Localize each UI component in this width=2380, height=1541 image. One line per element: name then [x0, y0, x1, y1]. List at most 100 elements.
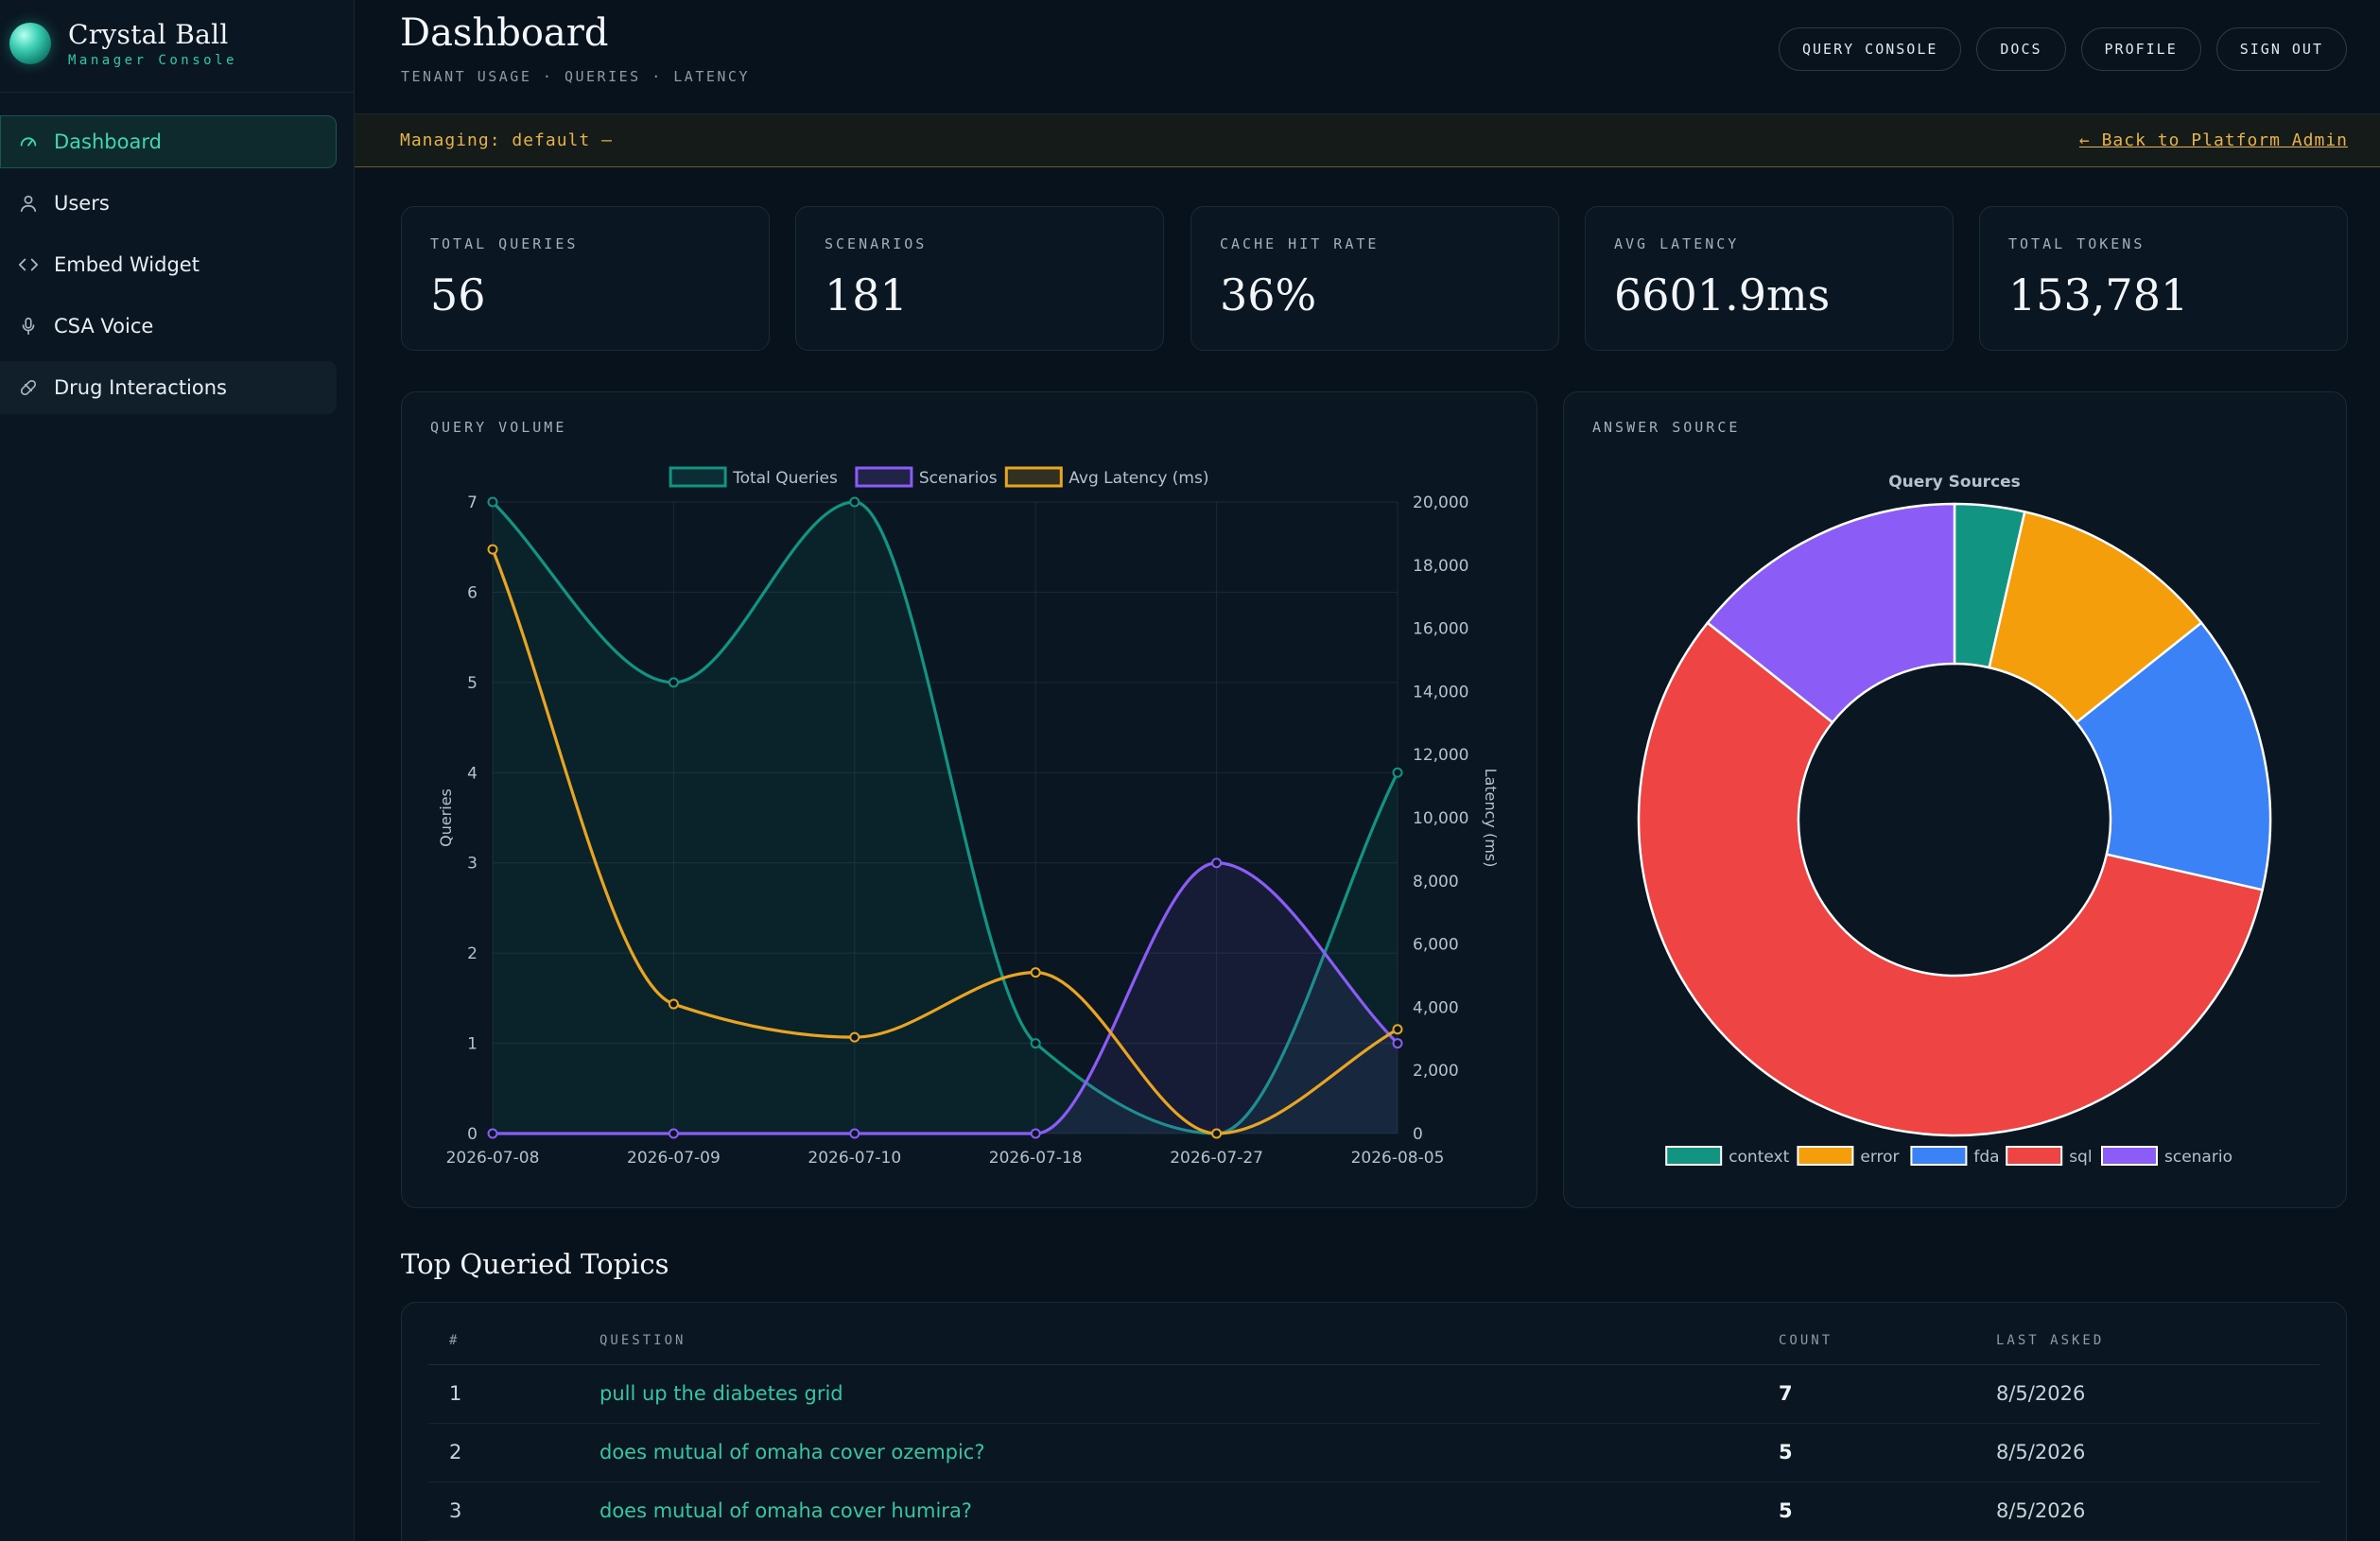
query-console-button[interactable]: QUERY CONSOLE — [1779, 27, 1962, 71]
legend-swatch — [1910, 1146, 1968, 1166]
brand[interactable]: Crystal Ball Manager Console — [9, 13, 237, 74]
y-tick-label: 1 — [467, 1035, 478, 1054]
brand-title: Crystal Ball — [68, 19, 229, 50]
sidebar-item-csa-voice[interactable]: CSA Voice — [0, 300, 337, 353]
sidebar-item-drug-interactions[interactable]: Drug Interactions — [0, 361, 337, 414]
y-tick-label: 3 — [467, 855, 478, 874]
user-icon — [16, 191, 41, 216]
data-point — [849, 496, 860, 508]
stat-value: 153,781 — [2008, 269, 2189, 320]
topics-table: # QUESTION COUNT LAST ASKED 1 pull up th… — [401, 1302, 2347, 1541]
top-queried-topics-title: Top Queried Topics — [401, 1248, 669, 1280]
header: Dashboard TENANT USAGE · QUERIES · LATEN… — [355, 0, 2380, 113]
legend-label: fda — [1973, 1148, 1999, 1167]
sidebar-item-users[interactable]: Users — [0, 177, 337, 230]
stat-value: 6601.9ms — [1614, 269, 1831, 320]
y2-axis-title: Latency (ms) — [1482, 769, 1500, 868]
legend-label: error — [1860, 1148, 1899, 1167]
legend-label: Total Queries — [732, 469, 838, 488]
table-row[interactable]: 2 does mutual of omaha cover ozempic? 5 … — [428, 1424, 2319, 1482]
table-row[interactable]: 1 pull up the diabetes grid 7 8/5/2026 — [428, 1365, 2319, 1424]
x-tick-label: 2026-07-10 — [808, 1149, 901, 1168]
y2-tick-label: 12,000 — [1413, 746, 1468, 765]
sign-out-button[interactable]: SIGN OUT — [2215, 27, 2347, 71]
y2-tick-label: 8,000 — [1413, 873, 1459, 892]
row-rank: 2 — [449, 1441, 462, 1463]
row-question[interactable]: pull up the diabetes grid — [599, 1382, 843, 1405]
answer-source-chart[interactable]: Query Sources context error fda sql scenario — [1564, 392, 2348, 1209]
data-point — [668, 998, 679, 1010]
pie-slice-fda — [2075, 620, 2272, 892]
pill-icon — [16, 375, 41, 400]
y-tick-label: 0 — [467, 1125, 478, 1144]
sidebar-item-label: Users — [54, 192, 110, 215]
row-question[interactable]: does mutual of omaha cover humira? — [599, 1499, 972, 1522]
sidebar-item-label: CSA Voice — [54, 315, 154, 338]
legend-label: Avg Latency (ms) — [1068, 469, 1208, 488]
sidebar-nav: Dashboard Users Embed Widget CSA Voice D… — [0, 115, 337, 423]
divider — [0, 92, 355, 93]
row-question[interactable]: does mutual of omaha cover ozempic? — [599, 1441, 985, 1463]
data-point — [668, 1128, 679, 1139]
y2-tick-label: 10,000 — [1413, 809, 1468, 828]
row-count: 5 — [1779, 1499, 1793, 1522]
stat-value: 181 — [825, 269, 908, 320]
column-header-count: COUNT — [1779, 1333, 1833, 1348]
brand-subtitle: Manager Console — [68, 53, 237, 68]
y2-tick-label: 6,000 — [1413, 936, 1459, 955]
row-last-asked: 8/5/2026 — [1996, 1382, 2086, 1405]
legend-swatch — [1665, 1146, 1723, 1166]
chart-title: Query Sources — [1888, 473, 2021, 492]
profile-button[interactable]: PROFILE — [2080, 27, 2201, 71]
stat-value: 36% — [1220, 269, 1317, 320]
legend-label: sql — [2069, 1148, 2092, 1167]
x-tick-label: 2026-07-08 — [446, 1149, 540, 1168]
managing-tenant-text: Managing: default — — [400, 130, 613, 150]
data-point — [487, 496, 498, 508]
legend-swatch — [2006, 1146, 2063, 1166]
data-point — [1211, 1128, 1223, 1139]
y2-tick-label: 20,000 — [1413, 493, 1468, 512]
data-point — [849, 1128, 860, 1139]
header-divider — [428, 1364, 2319, 1365]
query-volume-panel: QUERY VOLUME 0 1 2 3 4 5 6 7 0 2,000 4,000 6,000 8,0… — [401, 391, 1537, 1208]
data-point — [487, 544, 498, 555]
stat-label: TOTAL QUERIES — [430, 235, 579, 252]
column-header-rank: # — [449, 1333, 460, 1348]
stat-label: CACHE HIT RATE — [1220, 235, 1380, 252]
stat-label: TOTAL TOKENS — [2008, 235, 2145, 252]
sidebar: Crystal Ball Manager Console Dashboard U… — [0, 0, 355, 1541]
panel-label: ANSWER SOURCE — [1592, 419, 1741, 436]
back-to-platform-admin-link[interactable]: ← Back to Platform Admin — [2078, 130, 2348, 150]
legend-swatch — [1797, 1146, 1854, 1166]
y2-tick-label: 14,000 — [1413, 683, 1468, 701]
data-point — [1392, 1024, 1403, 1035]
page-subtitle: TENANT USAGE · QUERIES · LATENCY — [401, 68, 750, 85]
y2-tick-label: 4,000 — [1413, 998, 1459, 1017]
sidebar-item-label: Embed Widget — [54, 253, 200, 276]
y-tick-label: 7 — [467, 493, 478, 512]
sidebar-item-dashboard[interactable]: Dashboard — [0, 115, 337, 168]
data-point — [1392, 767, 1403, 778]
query-volume-chart[interactable]: 0 1 2 3 4 5 6 7 0 2,000 4,000 6,000 8,000 10,000 12,00… — [402, 392, 1538, 1209]
header-actions: QUERY CONSOLE DOCS PROFILE SIGN OUT — [1779, 27, 2347, 71]
table-row[interactable]: 3 does mutual of omaha cover humira? 5 8… — [428, 1482, 2319, 1541]
stat-value: 56 — [430, 269, 486, 320]
data-point — [1030, 1038, 1041, 1049]
pie-slice-scenario — [1706, 502, 1956, 724]
y2-tick-label: 18,000 — [1413, 557, 1468, 576]
legend-label: context — [1729, 1148, 1789, 1167]
series-line — [491, 548, 1398, 1135]
y-tick-label: 2 — [467, 944, 478, 963]
row-count: 5 — [1779, 1441, 1793, 1463]
code-icon — [16, 252, 41, 277]
chart-grid — [492, 501, 1398, 1134]
docs-button[interactable]: DOCS — [1976, 27, 2066, 71]
y-tick-label: 6 — [467, 583, 478, 602]
y2-tick-label: 16,000 — [1413, 620, 1468, 639]
stat-card-cache-hit-rate: CACHE HIT RATE 36% — [1190, 206, 1559, 351]
data-point — [487, 1128, 498, 1139]
microphone-icon — [16, 314, 41, 338]
sidebar-item-embed-widget[interactable]: Embed Widget — [0, 238, 337, 291]
row-last-asked: 8/5/2026 — [1996, 1441, 2086, 1463]
